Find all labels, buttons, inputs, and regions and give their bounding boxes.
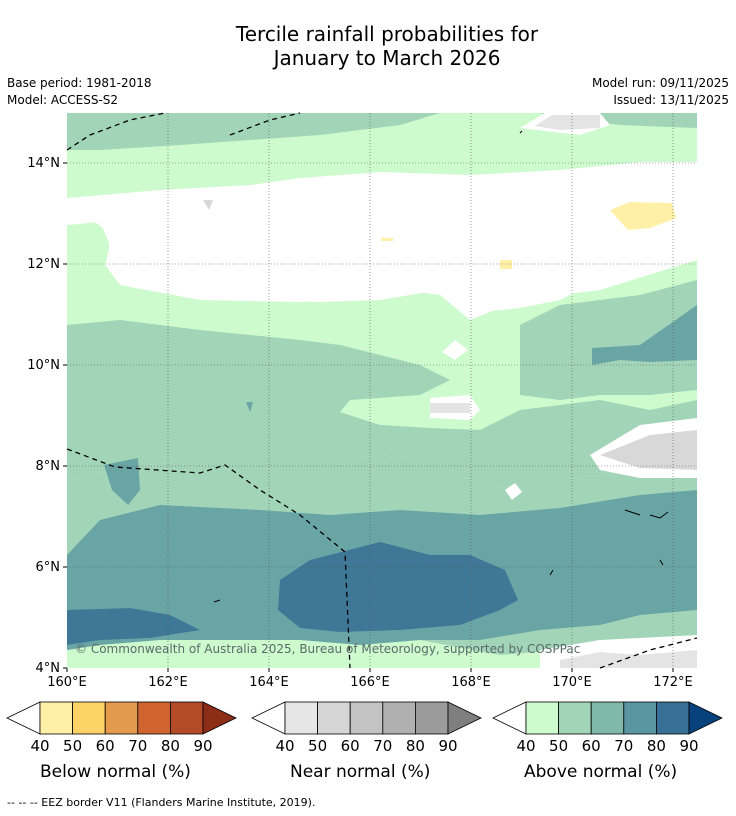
near-legend-swatch — [414, 701, 449, 735]
near-legend-extend-high — [447, 701, 482, 735]
below-legend-tick: 70 — [128, 737, 147, 755]
below-legend-tick: 40 — [30, 737, 49, 755]
lat-8n: 8°N — [36, 459, 61, 474]
above-legend-tick: 60 — [582, 737, 601, 755]
above-legend-swatch — [623, 701, 657, 735]
below-legend-tick: 60 — [96, 737, 115, 755]
lon-162e: 162°E — [148, 675, 188, 690]
probability-fields — [67, 113, 697, 668]
lat-12n: 12°N — [27, 257, 60, 272]
title-line-2: January to March 2026 — [273, 46, 501, 70]
legend-near-normal: 40 50 60 70 80 90 — [251, 701, 482, 755]
near-legend-swatch — [284, 701, 318, 735]
below-legend-extend-low — [6, 701, 41, 735]
copyright-text: © Commonwealth of Australia 2025, Bureau… — [75, 642, 580, 656]
legend-label-above: Above normal (%) — [524, 762, 678, 782]
axis-ticks — [63, 162, 674, 672]
near-legend-tick: 50 — [308, 737, 327, 755]
near-legend-tick: 40 — [275, 737, 294, 755]
lat-4n: 4°N — [36, 661, 61, 676]
near-legend-swatch — [317, 701, 351, 735]
lon-labels: 160°E 162°E 164°E 166°E 168°E 170°E 172°… — [47, 675, 693, 690]
lon-164e: 164°E — [249, 675, 289, 690]
lon-172e: 172°E — [653, 675, 693, 690]
model-run: Model run: 09/11/2025 — [591, 76, 729, 90]
above-legend-swatch — [656, 701, 690, 735]
legend-below-normal: 40 50 60 70 80 90 — [6, 701, 237, 755]
near-legend-tick: 90 — [438, 737, 457, 755]
near-legend-swatch — [349, 701, 384, 735]
below-legend-swatch — [137, 701, 171, 735]
below-legend-extend-high — [202, 701, 237, 735]
legend-above-normal: 40 50 60 70 80 90 — [492, 701, 723, 755]
above-legend-tick: 50 — [549, 737, 568, 755]
legend-label-near: Near normal (%) — [290, 762, 431, 782]
near-legend-tick: 80 — [406, 737, 425, 755]
below-legend-swatch — [104, 701, 139, 735]
above-legend-tick: 70 — [614, 737, 633, 755]
footnote: -- -- -- EEZ border V11 (Flanders Marine… — [7, 796, 316, 809]
lat-10n: 10°N — [27, 358, 60, 373]
above-legend-tick: 80 — [647, 737, 666, 755]
meta-right: Model run: 09/11/2025 Issued: 13/11/2025 — [592, 75, 729, 109]
islands — [213, 130, 669, 603]
near-legend-tick: 60 — [341, 737, 360, 755]
lat-6n: 6°N — [36, 560, 61, 575]
eez-borders — [66, 112, 698, 669]
below-legend-swatch — [39, 701, 73, 735]
above-legend-tick: 40 — [516, 737, 535, 755]
lat-14n: 14°N — [27, 156, 60, 171]
below-40-patch — [610, 202, 676, 230]
lon-160e: 160°E — [47, 675, 87, 690]
near-legend-extend-low — [251, 701, 286, 735]
below-legend-tick: 90 — [193, 737, 212, 755]
above-legend-extend-low — [492, 701, 527, 735]
below-legend-tick: 50 — [63, 737, 82, 755]
above-50-band-north — [67, 113, 440, 150]
page-title: Tercile rainfall probabilities for Janua… — [0, 22, 736, 70]
above-legend-swatch — [525, 701, 559, 735]
lon-170e: 170°E — [552, 675, 592, 690]
above-70-field — [278, 542, 518, 632]
meta-left: Base period: 1981-2018 Model: ACCESS-S2 — [7, 75, 152, 109]
above-legend-tick: 90 — [679, 737, 698, 755]
above-legend-swatch — [558, 701, 592, 735]
model-name: Model: ACCESS-S2 — [7, 93, 119, 107]
above-50-field — [67, 320, 697, 490]
above-legend-swatch — [590, 701, 625, 735]
lon-166e: 166°E — [350, 675, 390, 690]
below-legend-tick: 80 — [161, 737, 180, 755]
base-period: Base period: 1981-2018 — [7, 76, 152, 90]
lon-168e: 168°E — [451, 675, 491, 690]
issued-date: Issued: 13/11/2025 — [613, 93, 729, 107]
near-legend-tick: 70 — [373, 737, 392, 755]
title-line-1: Tercile rainfall probabilities for — [235, 22, 539, 46]
below-legend-swatch — [169, 701, 204, 735]
above-legend-extend-high — [688, 701, 723, 735]
below-legend-swatch — [72, 701, 106, 735]
gridlines — [67, 113, 697, 668]
lat-labels: 4°N 6°N 8°N 10°N 12°N 14°N — [27, 156, 60, 676]
legend-label-below: Below normal (%) — [40, 762, 191, 782]
near-legend-swatch — [382, 701, 416, 735]
